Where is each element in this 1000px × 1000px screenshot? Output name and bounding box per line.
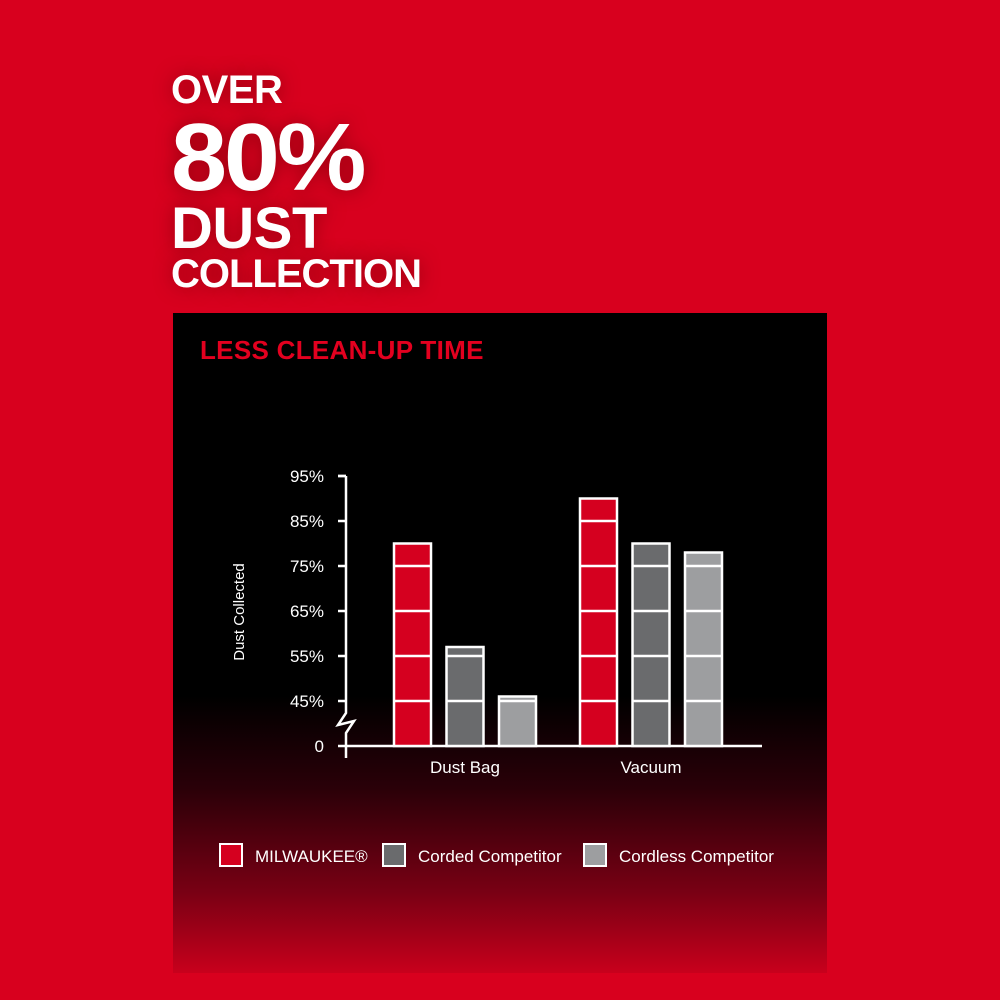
y-tick-label: 45% bbox=[290, 692, 324, 711]
legend-label: MILWAUKEE® bbox=[255, 847, 368, 866]
y-tick-label: 95% bbox=[290, 467, 324, 486]
bar-2-0 bbox=[497, 695, 538, 748]
chart-subtitle: LESS CLEAN-UP TIME bbox=[200, 335, 484, 365]
y-axis-label: Dust Collected bbox=[231, 563, 248, 661]
bar-2-1 bbox=[683, 551, 724, 748]
y-tick-label: 65% bbox=[290, 602, 324, 621]
y-tick-label: 0 bbox=[315, 737, 324, 756]
legend-swatch bbox=[219, 843, 243, 867]
y-tick-label: 85% bbox=[290, 512, 324, 531]
legend-swatch bbox=[382, 843, 406, 867]
headline-collection: COLLECTION bbox=[171, 252, 422, 296]
legend-label: Cordless Competitor bbox=[619, 847, 774, 866]
x-category-label: Dust Bag bbox=[430, 758, 500, 777]
y-tick-label: 55% bbox=[290, 647, 324, 666]
headline-dust: DUST bbox=[171, 196, 327, 261]
headline-over: OVER bbox=[171, 68, 283, 112]
legend-label: Corded Competitor bbox=[418, 847, 562, 866]
bar-1-1 bbox=[631, 542, 671, 748]
bar-0-1 bbox=[578, 497, 619, 748]
headline-percent: 80% bbox=[171, 104, 366, 211]
bar-1-0 bbox=[445, 645, 485, 748]
y-tick-label: 75% bbox=[290, 557, 324, 576]
x-category-label: Vacuum bbox=[620, 758, 681, 777]
legend-swatch bbox=[583, 843, 607, 867]
bar-0-0 bbox=[392, 542, 433, 748]
